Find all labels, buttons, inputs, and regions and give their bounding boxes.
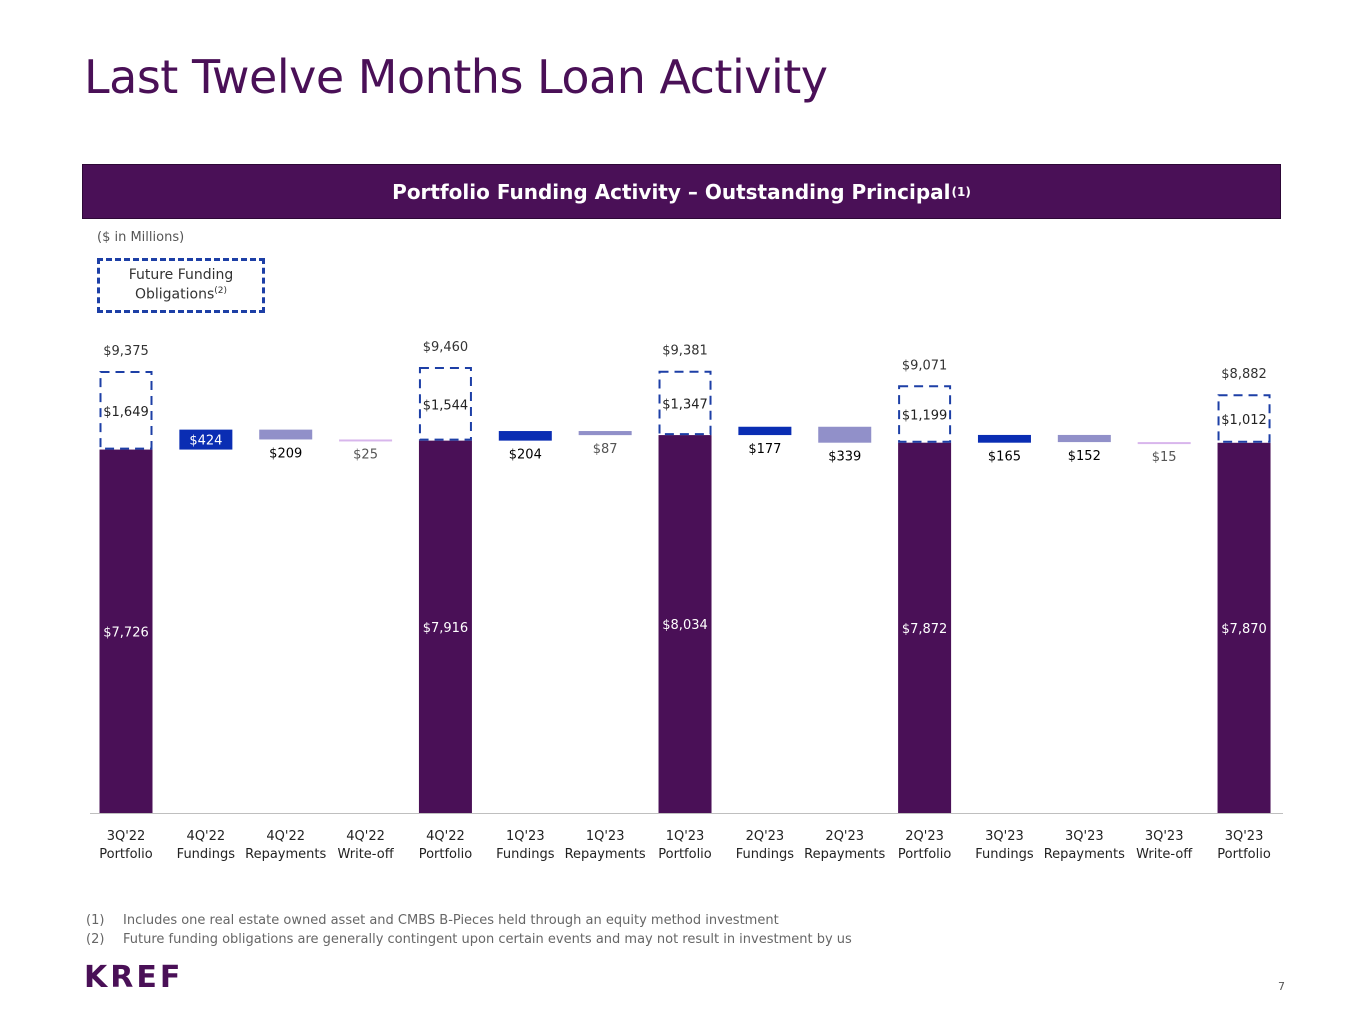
portfolio-bar-5 <box>418 440 472 813</box>
x-tick-sublabel-6: Fundings <box>496 847 555 862</box>
x-tick-label-7: 1Q'23 <box>586 829 625 844</box>
repayments-value-label-7: $87 <box>593 442 618 457</box>
x-tick-label-5: 4Q'22 <box>426 829 465 844</box>
page-number: 7 <box>1278 980 1285 993</box>
legend-line2: Obligations <box>134 286 215 303</box>
x-tick-label-1: 3Q'22 <box>107 829 146 844</box>
writeoff-value-label-14: $15 <box>1152 450 1177 465</box>
total-label-11: $9,071 <box>902 358 948 373</box>
total-label-8: $9,381 <box>662 344 708 359</box>
x-tick-sublabel-2: Fundings <box>177 847 236 862</box>
page-title: Last Twelve Months Loan Activity <box>84 50 828 104</box>
x-tick-sublabel-12: Fundings <box>975 847 1034 862</box>
writeoff-bar-4 <box>339 439 393 442</box>
total-label-15: $8,882 <box>1221 367 1267 382</box>
portfolio-bar-8 <box>658 435 712 813</box>
fundings-value-label-12: $165 <box>988 450 1021 465</box>
x-tick-sublabel-4: Write-off <box>337 847 394 862</box>
footnote-1: (1) Includes one real estate owned asset… <box>86 911 852 930</box>
x-tick-sublabel-5: Portfolio <box>419 847 473 862</box>
footnote-1-text: Includes one real estate owned asset and… <box>123 913 779 928</box>
future-funding-label-1: $1,649 <box>103 405 149 420</box>
total-label-1: $9,375 <box>103 344 149 359</box>
future-funding-box-8 <box>658 370 712 436</box>
x-tick-sublabel-1: Portfolio <box>99 847 153 862</box>
portfolio-bar-1 <box>99 449 153 813</box>
x-tick-label-4: 4Q'22 <box>346 829 385 844</box>
x-tick-sublabel-11: Portfolio <box>898 847 952 862</box>
future-funding-label-15: $1,012 <box>1221 413 1267 428</box>
x-tick-label-15: 3Q'23 <box>1225 829 1264 844</box>
future-funding-box-15 <box>1217 394 1271 443</box>
future-funding-box-1 <box>99 371 153 450</box>
x-tick-label-14: 3Q'23 <box>1145 829 1184 844</box>
x-tick-sublabel-13: Repayments <box>1044 847 1125 862</box>
repayments-value-label-3: $209 <box>269 446 302 461</box>
fundings-value-label-2: $424 <box>189 434 222 449</box>
writeoff-bar-14 <box>1137 442 1191 445</box>
portfolio-value-label-15: $7,870 <box>1221 622 1267 637</box>
kref-logo: KREF <box>84 960 184 995</box>
x-tick-sublabel-8: Portfolio <box>658 847 712 862</box>
fundings-bar-9 <box>738 426 792 436</box>
x-tick-label-12: 3Q'23 <box>985 829 1024 844</box>
legend-future-funding: Future Funding Obligations(2) <box>97 258 265 313</box>
portfolio-bar-15 <box>1217 442 1271 813</box>
x-tick-sublabel-14: Write-off <box>1136 847 1193 862</box>
waterfall-chart: $7,726 $1,649 $9,375 3Q'22 Portfolio $424 4Q'2… <box>90 340 1283 862</box>
portfolio-value-label-8: $8,034 <box>662 618 708 633</box>
legend-line1: Future Funding <box>128 267 234 284</box>
future-funding-box-11 <box>898 385 952 443</box>
x-tick-label-11: 2Q'23 <box>905 829 944 844</box>
fundings-value-label-9: $177 <box>748 442 781 457</box>
chart-header-text: Portfolio Funding Activity – Outstanding… <box>392 179 951 204</box>
x-tick-sublabel-3: Repayments <box>245 847 326 862</box>
x-tick-label-8: 1Q'23 <box>666 829 705 844</box>
writeoff-value-label-4: $25 <box>353 448 378 463</box>
fundings-bar-2 <box>179 429 233 450</box>
x-tick-label-2: 4Q'22 <box>187 829 226 844</box>
fundings-bar-12 <box>977 434 1031 443</box>
x-tick-label-9: 2Q'23 <box>746 829 785 844</box>
footnote-2-text: Future funding obligations are generally… <box>123 932 852 947</box>
future-funding-label-11: $1,199 <box>902 409 948 424</box>
legend-footnote-ref: (2) <box>214 286 227 297</box>
repayments-value-label-13: $152 <box>1068 449 1101 464</box>
chart-header-footnote-ref: (1) <box>951 184 971 199</box>
portfolio-value-label-1: $7,726 <box>103 625 149 640</box>
footnote-2: (2) Future funding obligations are gener… <box>86 930 852 949</box>
footnotes: (1) Includes one real estate owned asset… <box>86 911 852 949</box>
portfolio-bar-11 <box>898 442 952 813</box>
x-tick-sublabel-15: Portfolio <box>1217 847 1271 862</box>
fundings-value-label-6: $204 <box>509 448 542 463</box>
x-tick-label-6: 1Q'23 <box>506 829 545 844</box>
portfolio-value-label-5: $7,916 <box>423 621 469 636</box>
repayments-bar-3 <box>259 429 313 440</box>
footnote-2-number: (2) <box>86 932 105 947</box>
repayments-bar-7 <box>578 431 632 436</box>
x-tick-sublabel-9: Fundings <box>736 847 795 862</box>
repayments-bar-13 <box>1057 434 1111 443</box>
total-label-5: $9,460 <box>423 340 469 355</box>
x-tick-label-10: 2Q'23 <box>825 829 864 844</box>
x-tick-sublabel-10: Repayments <box>804 847 885 862</box>
chart-header-bar: Portfolio Funding Activity – Outstanding… <box>82 164 1281 219</box>
x-tick-sublabel-7: Repayments <box>565 847 646 862</box>
fundings-bar-6 <box>498 431 552 441</box>
x-tick-label-3: 4Q'22 <box>266 829 305 844</box>
footnote-1-number: (1) <box>86 913 105 928</box>
repayments-bar-10 <box>818 426 872 443</box>
repayments-value-label-10: $339 <box>828 450 861 465</box>
portfolio-value-label-11: $7,872 <box>902 622 948 637</box>
future-funding-label-5: $1,544 <box>423 398 469 413</box>
units-note: ($ in Millions) <box>97 230 185 245</box>
future-funding-label-8: $1,347 <box>662 397 708 412</box>
x-tick-label-13: 3Q'23 <box>1065 829 1104 844</box>
